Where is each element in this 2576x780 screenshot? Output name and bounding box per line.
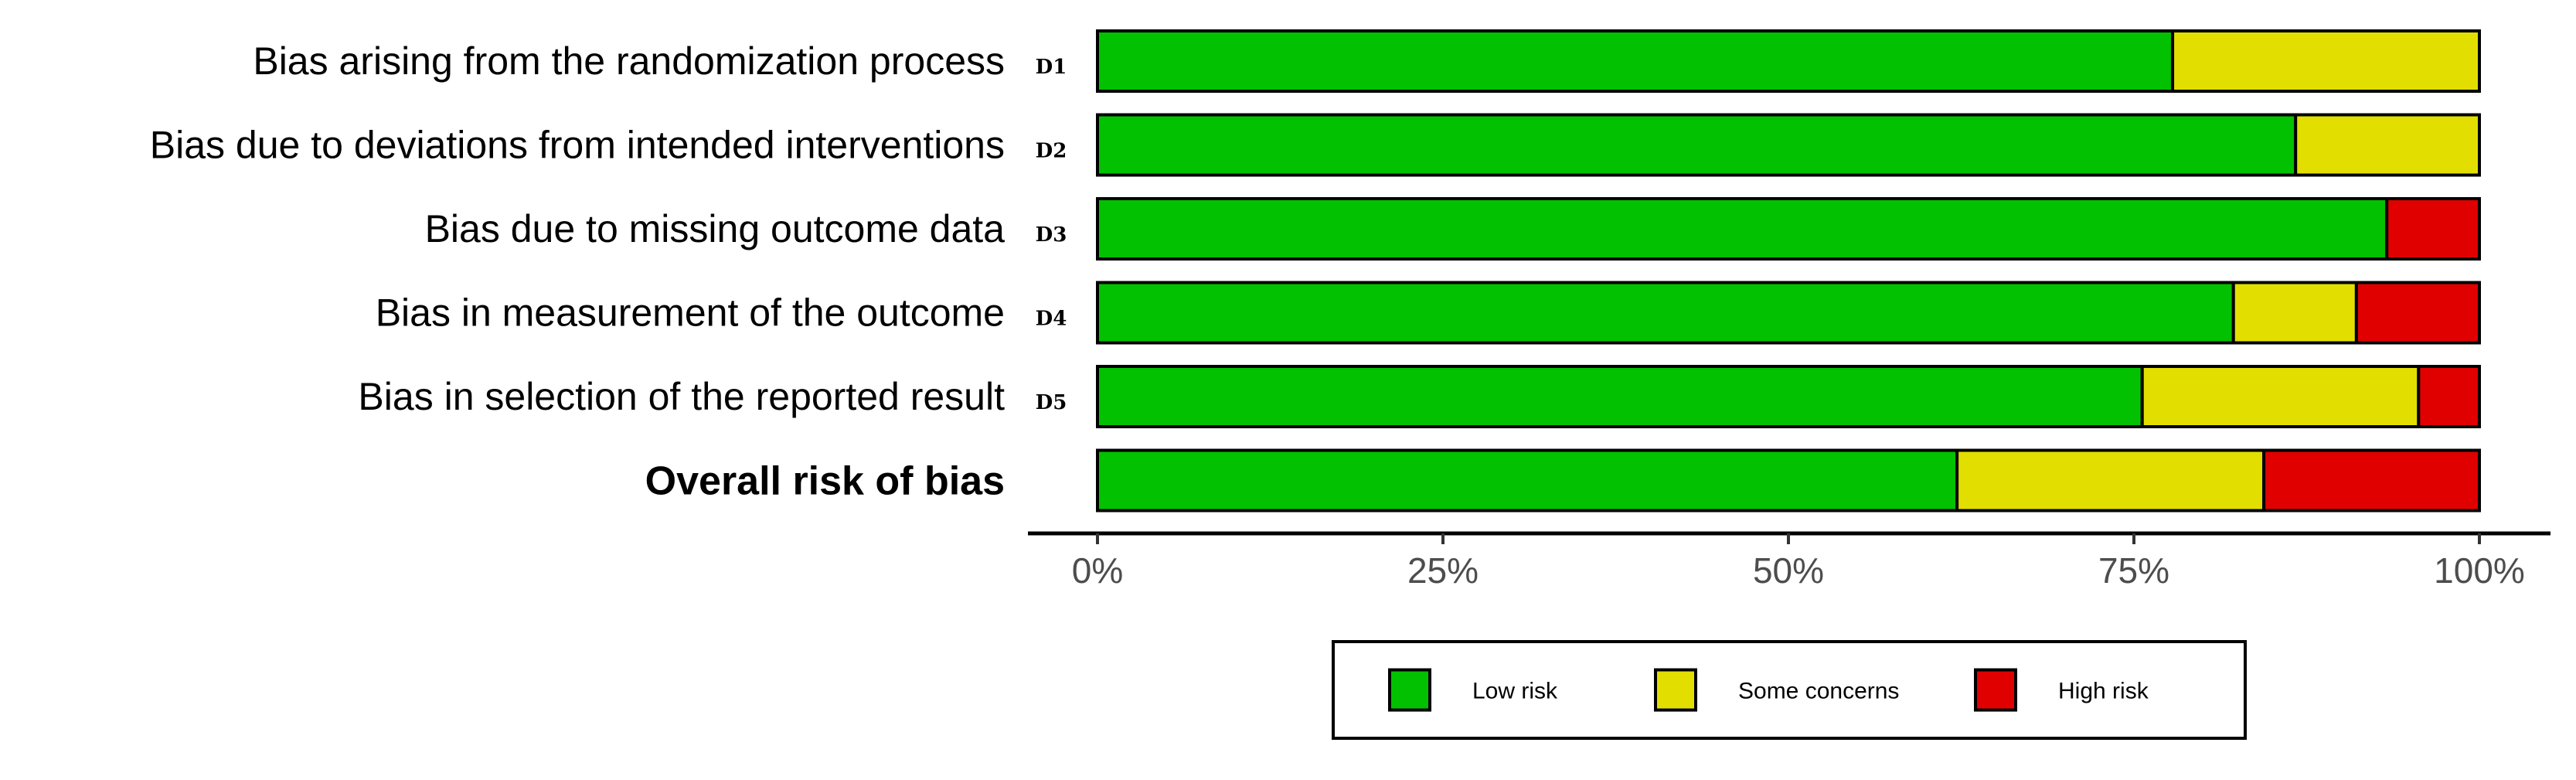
bar-segment-d4-high-risk xyxy=(2354,281,2481,345)
domain-code-1: D1 xyxy=(1036,56,1067,79)
domain-code-3: D3 xyxy=(1036,223,1067,247)
bar-segment-d5-high-risk xyxy=(2417,365,2481,428)
category-label-6: Overall risk of bias xyxy=(645,459,1005,504)
bar-segment-d1-low-risk xyxy=(1096,29,2175,93)
legend: Low risk Some concerns High risk xyxy=(1332,640,2247,740)
legend-swatch-high-risk xyxy=(1974,668,2017,712)
legend-label-some-concerns: Some concerns xyxy=(1738,679,1899,704)
bar-segment-d4-some-concerns xyxy=(2231,281,2358,345)
x-tick-label-1: 25% xyxy=(1407,550,1479,591)
bar-segment-d6-some-concerns xyxy=(1955,448,2266,513)
legend-box xyxy=(1332,640,2247,740)
x-tick-label-2: 50% xyxy=(1753,550,1824,591)
x-tick-label-4: 100% xyxy=(2434,550,2525,591)
domain-code-5: D5 xyxy=(1036,391,1067,414)
bar-segment-d3-low-risk xyxy=(1096,197,2389,261)
bar-segment-d2-low-risk xyxy=(1096,113,2298,177)
legend-label-high-risk: High risk xyxy=(2058,679,2149,704)
bar-segment-d6-high-risk xyxy=(2262,448,2482,513)
bars-layer xyxy=(1096,29,2482,513)
bar-segment-d4-low-risk xyxy=(1096,281,2235,345)
domain-code-4: D4 xyxy=(1036,308,1067,331)
legend-swatch-low-risk xyxy=(1388,668,1431,712)
bar-segment-d1-some-concerns xyxy=(2171,29,2481,93)
bar-segment-d6-low-risk xyxy=(1096,448,1959,513)
x-axis: 0% 25% 50% 75% 100% xyxy=(1028,531,2550,591)
category-label-2: Bias due to deviations from intended int… xyxy=(150,124,1005,167)
bar-segment-d2-some-concerns xyxy=(2294,113,2482,177)
legend-label-low-risk: Low risk xyxy=(1472,679,1558,704)
category-labels: Bias arising from the randomization proc… xyxy=(150,39,1067,504)
x-tick-label-3: 75% xyxy=(2098,550,2169,591)
category-label-3: Bias due to missing outcome data xyxy=(425,207,1006,250)
category-label-4: Bias in measurement of the outcome xyxy=(376,291,1005,335)
bar-segment-d5-low-risk xyxy=(1096,365,2144,428)
domain-code-2: D2 xyxy=(1036,140,1067,163)
x-tick-label-0: 0% xyxy=(1072,550,1123,591)
category-label-5: Bias in selection of the reported result xyxy=(358,375,1005,418)
bar-segment-d5-some-concerns xyxy=(2140,365,2421,428)
category-label-1: Bias arising from the randomization proc… xyxy=(253,39,1005,83)
bar-segment-d3-high-risk xyxy=(2385,197,2482,261)
legend-swatch-some-concerns xyxy=(1654,668,1697,712)
